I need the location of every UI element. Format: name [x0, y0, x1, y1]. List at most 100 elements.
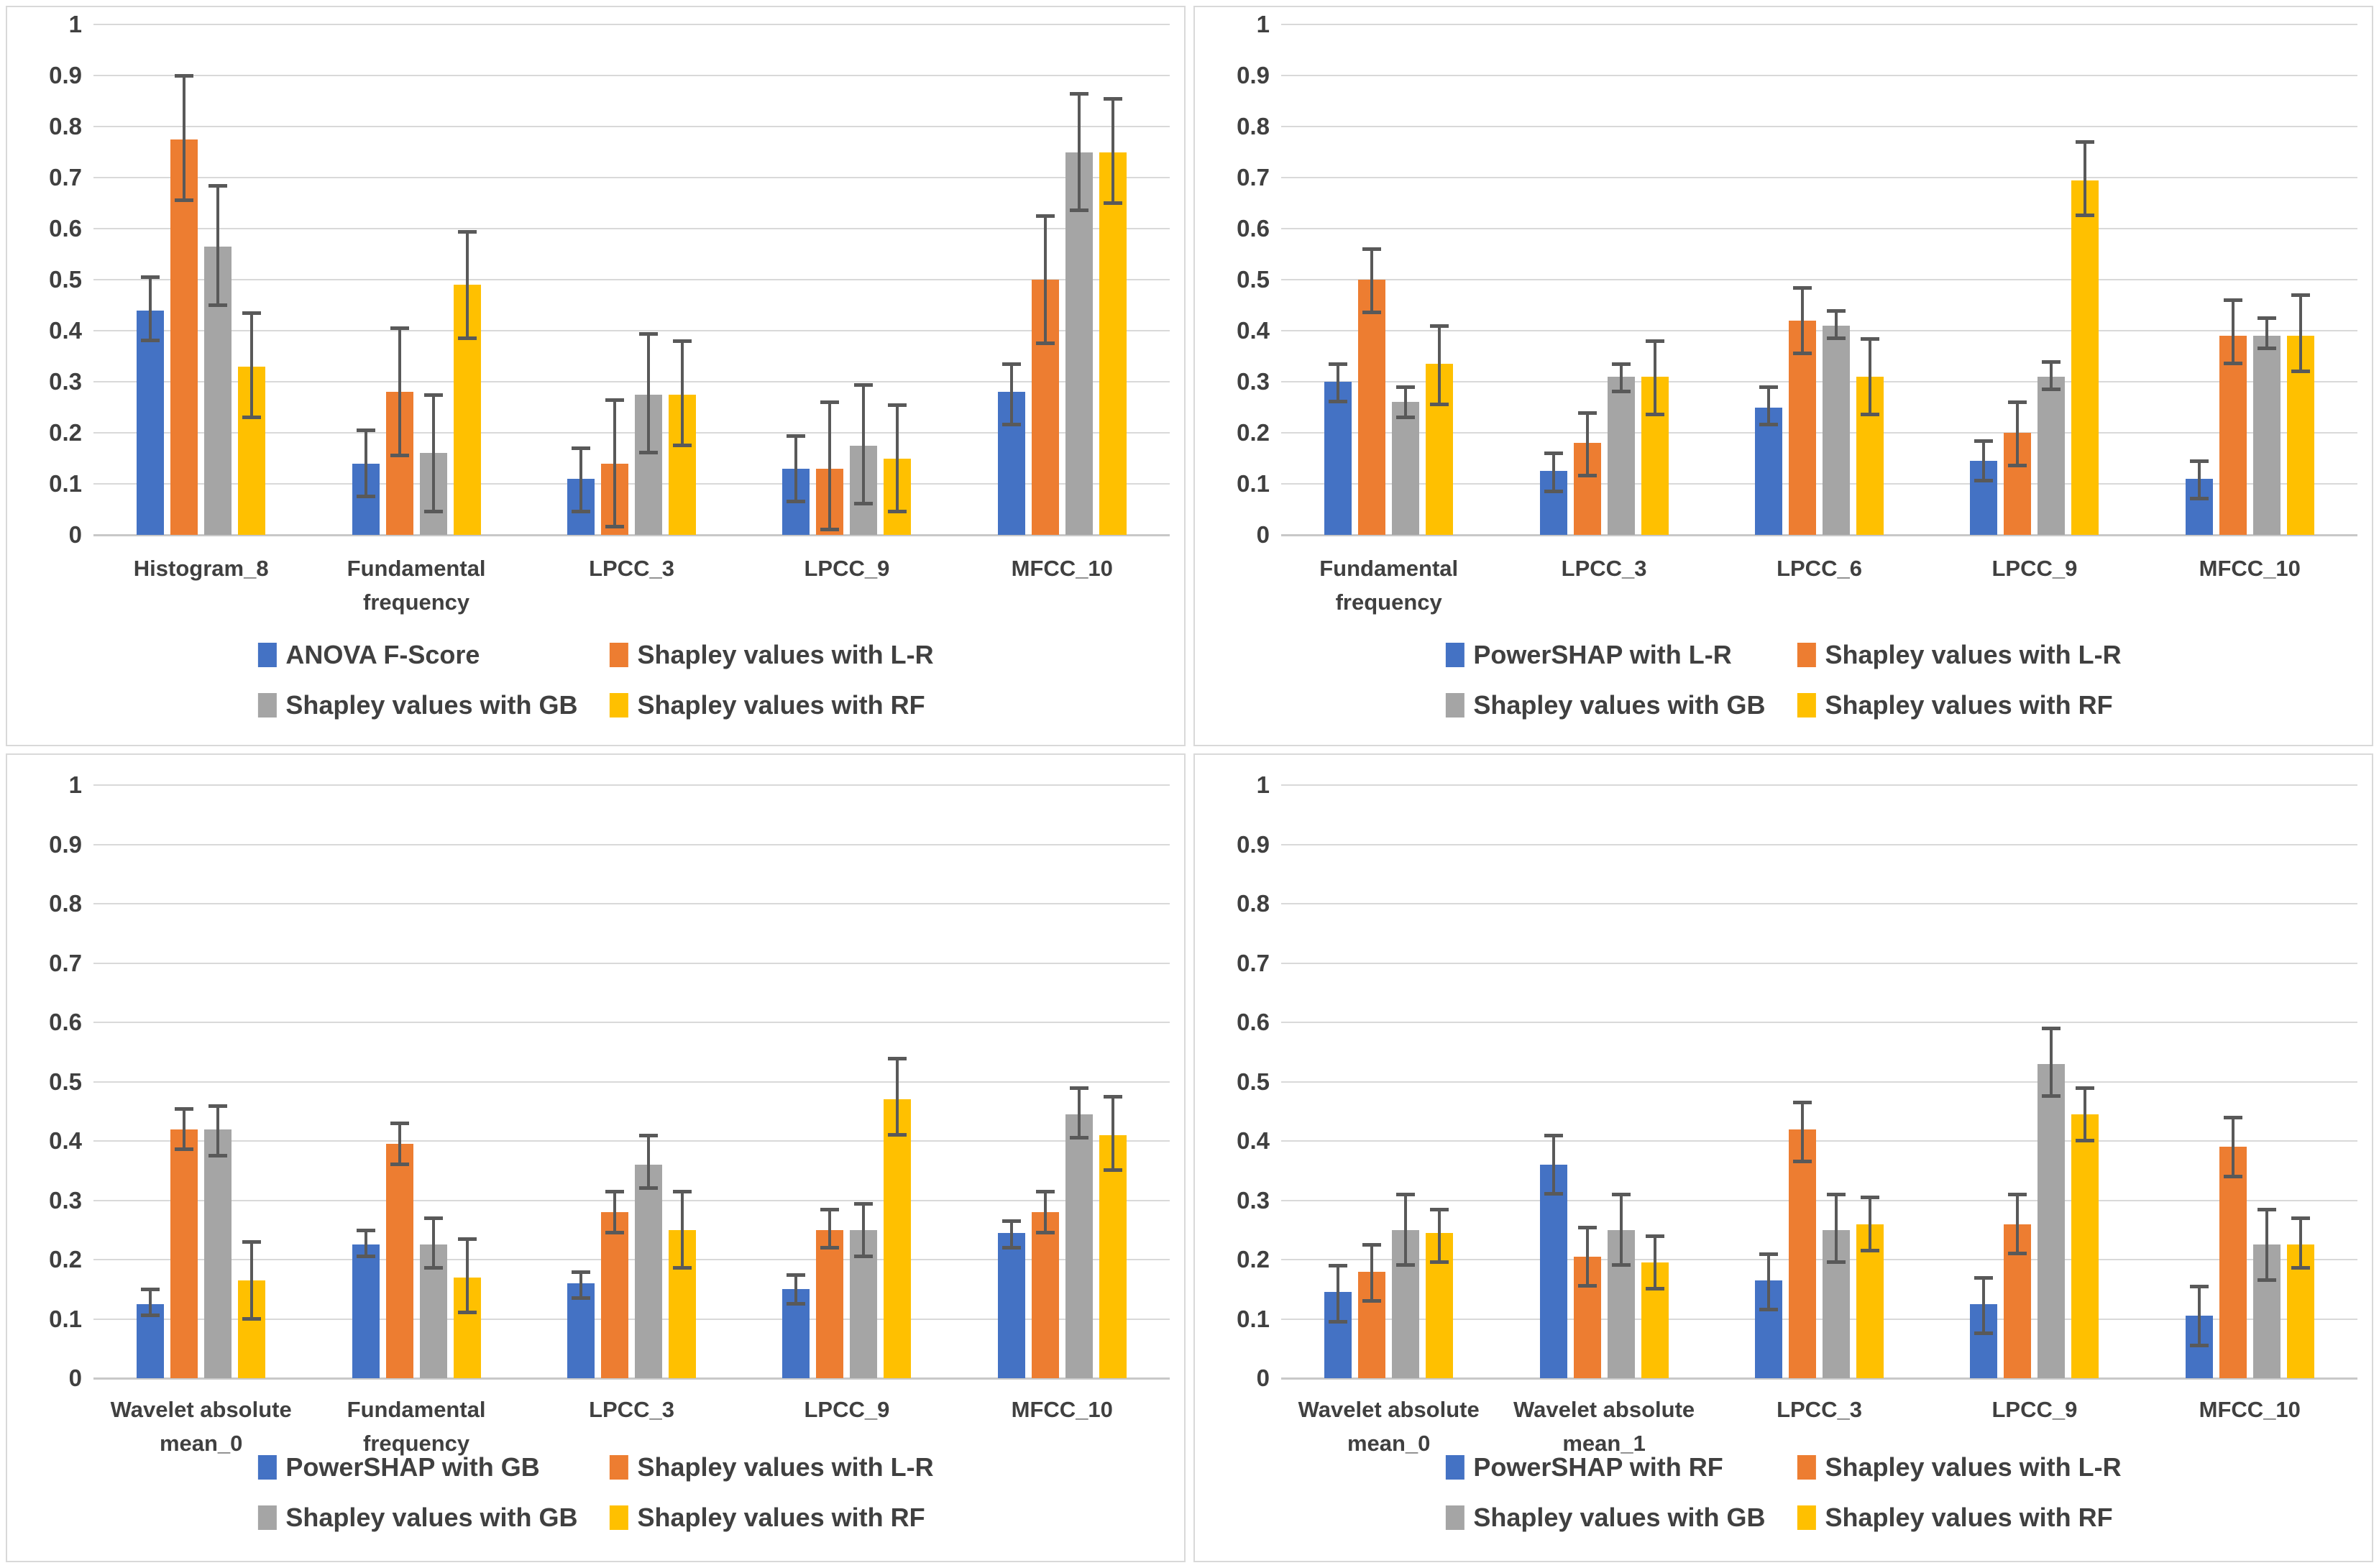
- error-bar-cap-bottom: [1793, 1159, 1812, 1163]
- error-bar-cap-top: [605, 398, 624, 402]
- error-bar: [1551, 1134, 1555, 1195]
- gridline: [1281, 126, 2357, 127]
- error-bar-cap-bottom: [242, 1316, 262, 1321]
- legend-label: Shapley values with L-R: [637, 1452, 934, 1482]
- gridline: [93, 279, 1170, 280]
- error-bar-cap-bottom: [2042, 387, 2061, 391]
- gridline: [1281, 1199, 2357, 1201]
- error-bar: [2231, 1117, 2234, 1177]
- error-bar: [2298, 295, 2302, 372]
- error-bar-cap-top: [820, 400, 840, 405]
- error-bar: [2016, 1194, 2020, 1254]
- gridline: [93, 24, 1170, 25]
- error-bar-cap-top: [1430, 1207, 1449, 1211]
- bar: [884, 1099, 912, 1378]
- legend-swatch: [609, 1455, 628, 1480]
- error-bar: [1869, 1197, 1871, 1251]
- error-bar: [1801, 287, 1804, 354]
- legend-item: Shapley values with L-R: [1797, 640, 2122, 670]
- error-bar-cap-bottom: [888, 510, 907, 514]
- y-tick-label: 0.5: [1237, 1068, 1270, 1095]
- legend: PowerSHAP with L-R Shapley values with L-…: [1445, 640, 2122, 720]
- chart-panel-bottom-left: 1 0.9 0.8 0.7 0.6 0.5 0.4 0.3 0.2 0.1 0 Wavelet abs…: [6, 753, 1186, 1562]
- legend: PowerSHAP with RF Shapley values with L-R…: [1445, 1452, 2122, 1533]
- error-bar-cap-bottom: [1645, 1287, 1664, 1291]
- error-bar-cap-bottom: [2042, 1094, 2061, 1099]
- legend-item: Shapley values with L-R: [1797, 1452, 2122, 1482]
- y-tick-label: 0.5: [1237, 266, 1270, 293]
- y-tick-label: 0.8: [49, 890, 82, 917]
- error-bar-cap-bottom: [1759, 1308, 1778, 1312]
- error-bar-cap-bottom: [356, 494, 375, 498]
- error-bar: [465, 1239, 469, 1313]
- error-bar-cap-top: [1001, 1219, 1021, 1224]
- legend-swatch: [1797, 643, 1816, 667]
- error-bar-cap-top: [2291, 1216, 2310, 1221]
- y-tick-label: 0.4: [1237, 1127, 1270, 1154]
- error-bar-cap-top: [2223, 298, 2242, 303]
- error-bar-cap-bottom: [572, 510, 590, 514]
- gridline: [93, 843, 1170, 845]
- legend-swatch: [1445, 1455, 1464, 1480]
- error-bar-cap-top: [1430, 324, 1449, 328]
- error-bar: [398, 1123, 401, 1165]
- error-bar-cap-bottom: [1861, 413, 1879, 417]
- error-bar-cap-top: [1645, 339, 1664, 344]
- error-bar: [1438, 325, 1441, 405]
- error-bar: [2084, 1087, 2087, 1141]
- error-bar: [149, 277, 152, 341]
- y-tick-label: 0.1: [49, 470, 82, 497]
- error-bar-cap-top: [1759, 1252, 1778, 1256]
- error-bar-cap-bottom: [208, 1153, 228, 1157]
- error-bar-cap-bottom: [2189, 1343, 2209, 1347]
- gridline: [1281, 903, 2357, 904]
- error-bar-cap-bottom: [820, 1245, 840, 1250]
- error-bar: [1585, 1227, 1589, 1287]
- error-bar: [579, 448, 582, 513]
- error-bar: [613, 399, 616, 528]
- error-bar-cap-top: [1362, 247, 1382, 252]
- error-bar: [2197, 1286, 2201, 1346]
- error-bar-cap-top: [2042, 359, 2061, 364]
- bar: [1358, 280, 1386, 535]
- error-bar-cap-top: [141, 1288, 160, 1292]
- gridline: [1281, 432, 2357, 434]
- error-bar-cap-top: [673, 339, 692, 344]
- chart-panel-top-right: 1 0.9 0.8 0.7 0.6 0.5 0.4 0.3 0.2 0.1 0 Fundamental…: [1193, 6, 2373, 746]
- error-bar-cap-bottom: [605, 525, 624, 529]
- error-bar: [216, 1105, 220, 1156]
- x-category-label: LPCC_9: [804, 556, 890, 581]
- error-bar: [183, 75, 186, 201]
- legend-label: PowerSHAP with L-R: [1473, 640, 1732, 669]
- bar: [997, 1232, 1025, 1378]
- legend-item: Shapley values with RF: [609, 690, 934, 720]
- bar: [2219, 336, 2247, 535]
- bar: [601, 1212, 628, 1378]
- error-bar: [613, 1191, 616, 1233]
- legend-swatch: [1445, 1505, 1464, 1530]
- error-bar-cap-top: [356, 428, 375, 433]
- error-bar-cap-bottom: [1069, 208, 1088, 213]
- error-bar: [579, 1271, 582, 1298]
- y-tick-label: 0.8: [1237, 113, 1270, 139]
- error-bar-cap-bottom: [423, 1266, 443, 1270]
- legend-label: ANOVA F-Score: [285, 640, 480, 669]
- bar: [816, 1229, 844, 1378]
- error-bar: [250, 1242, 254, 1319]
- gridline: [93, 483, 1170, 485]
- error-bar-cap-top: [457, 1237, 477, 1242]
- legend-label: Shapley values with L-R: [1825, 1452, 2122, 1482]
- legend-swatch: [609, 693, 628, 717]
- error-bar-cap-top: [1611, 1193, 1631, 1197]
- legend-label: Shapley values with RF: [637, 690, 925, 720]
- error-bar-cap-top: [1793, 1101, 1812, 1105]
- gridline: [1281, 228, 2357, 229]
- error-bar-cap-bottom: [457, 336, 477, 340]
- gridline: [1281, 1081, 2357, 1083]
- error-bar-cap-top: [1362, 1243, 1382, 1247]
- legend-item: Shapley values with RF: [609, 1503, 934, 1533]
- legend-label: Shapley values with GB: [285, 690, 578, 720]
- gridline: [93, 1259, 1170, 1260]
- gridline: [93, 784, 1170, 786]
- error-bar: [2265, 1209, 2268, 1280]
